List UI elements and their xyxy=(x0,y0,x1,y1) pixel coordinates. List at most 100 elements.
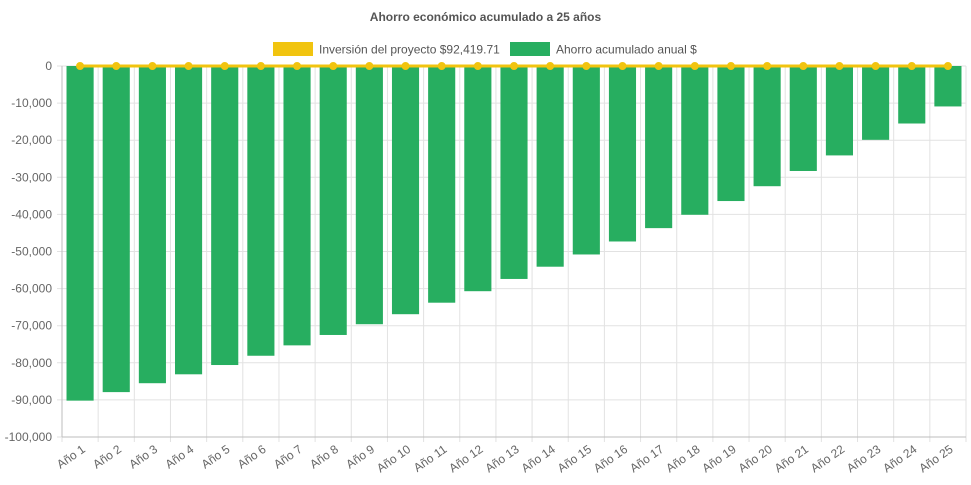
investment-point[interactable] xyxy=(256,62,265,70)
savings-bars xyxy=(66,66,962,401)
investment-point[interactable] xyxy=(835,62,844,70)
legend-item-investment[interactable]: Inversión del proyecto $92,419.71 xyxy=(273,42,500,57)
x-tick-label: Año 22 xyxy=(808,442,847,475)
savings-bar[interactable] xyxy=(608,66,637,242)
x-tick-label: Año 6 xyxy=(235,442,269,472)
investment-point[interactable] xyxy=(907,62,916,70)
savings-bar[interactable] xyxy=(898,66,926,124)
savings-bar[interactable] xyxy=(681,66,709,215)
y-tick-label: -10,000 xyxy=(11,96,52,110)
legend-swatch-investment xyxy=(273,42,313,56)
savings-bar[interactable] xyxy=(102,66,130,393)
legend[interactable]: Inversión del proyecto $92,419.71 Ahorro… xyxy=(273,42,697,57)
savings-bar[interactable] xyxy=(175,66,203,375)
y-tick-label: -70,000 xyxy=(11,319,52,333)
savings-bar[interactable] xyxy=(355,66,383,325)
savings-bar[interactable] xyxy=(500,66,528,279)
y-tick-label: -90,000 xyxy=(11,393,52,407)
investment-point[interactable] xyxy=(112,62,121,70)
legend-item-savings[interactable]: Ahorro acumulado anual $ xyxy=(510,42,697,57)
x-tick-label: Año 19 xyxy=(699,442,738,475)
savings-bar[interactable] xyxy=(283,66,311,346)
x-tick-label: Año 5 xyxy=(199,442,233,472)
y-tick-label: -20,000 xyxy=(11,133,52,147)
x-tick-label: Año 1 xyxy=(54,442,88,472)
investment-point[interactable] xyxy=(220,62,229,70)
legend-swatch-savings xyxy=(510,42,550,56)
savings-bar[interactable] xyxy=(391,66,420,315)
chart-title: Ahorro económico acumulado a 25 años xyxy=(370,10,602,24)
x-tick-label: Año 12 xyxy=(446,442,485,475)
investment-point[interactable] xyxy=(148,62,157,70)
x-tick-label: Año 7 xyxy=(271,442,305,472)
savings-bar[interactable] xyxy=(319,66,347,335)
investment-point[interactable] xyxy=(401,62,410,70)
x-tick-label: Año 23 xyxy=(844,442,883,475)
legend-label-investment: Inversión del proyecto $92,419.71 xyxy=(319,43,500,57)
investment-point[interactable] xyxy=(763,62,772,70)
savings-bar[interactable] xyxy=(428,66,456,303)
savings-bar[interactable] xyxy=(753,66,781,187)
savings-bar[interactable] xyxy=(825,66,853,156)
y-tick-label: -30,000 xyxy=(11,170,52,184)
x-tick-label: Año 10 xyxy=(374,442,413,475)
x-tick-label: Año 8 xyxy=(307,442,341,472)
savings-bar[interactable] xyxy=(717,66,745,202)
investment-point[interactable] xyxy=(799,62,808,70)
x-tick-label: Año 3 xyxy=(126,442,160,472)
x-axis: Año 1 Año 2 Año 3 Año 4 Año 5 Año 6 Año 7 Año 8… xyxy=(54,436,966,475)
x-tick-label: Año 2 xyxy=(90,442,124,472)
x-tick-label: Año 14 xyxy=(519,442,558,475)
savings-bar[interactable] xyxy=(247,66,275,356)
legend-label-savings: Ahorro acumulado anual $ xyxy=(556,43,697,57)
y-tick-label: -100,000 xyxy=(5,430,53,444)
investment-point[interactable] xyxy=(329,62,338,70)
investment-point[interactable] xyxy=(871,62,880,70)
savings-bar[interactable] xyxy=(934,66,962,107)
investment-point[interactable] xyxy=(546,62,555,70)
investment-point[interactable] xyxy=(510,62,518,70)
investment-point[interactable] xyxy=(582,62,591,70)
savings-bar[interactable] xyxy=(138,66,166,384)
x-tick-label: Año 9 xyxy=(343,442,377,472)
y-tick-label: 0 xyxy=(45,59,52,73)
y-tick-label: -40,000 xyxy=(11,207,52,221)
savings-bar[interactable] xyxy=(862,66,890,140)
x-tick-label: Año 13 xyxy=(483,442,522,475)
investment-point[interactable] xyxy=(184,62,193,70)
investment-line xyxy=(76,62,952,70)
savings-bar[interactable] xyxy=(66,66,94,401)
x-tick-label: Año 4 xyxy=(163,442,197,472)
x-tick-label: Año 25 xyxy=(916,442,955,475)
investment-point[interactable] xyxy=(654,62,663,70)
y-axis: 0 -10,000 -20,000 -30,000 -40,000 -50,000 -60,… xyxy=(5,59,63,444)
y-tick-label: -60,000 xyxy=(11,282,52,296)
savings-bar[interactable] xyxy=(789,66,817,171)
x-tick-label: Año 20 xyxy=(736,442,775,475)
investment-point[interactable] xyxy=(293,62,302,70)
investment-point[interactable] xyxy=(690,62,699,70)
investment-point[interactable] xyxy=(473,62,482,70)
x-tick-label: Año 21 xyxy=(772,442,811,475)
investment-point[interactable] xyxy=(943,62,952,70)
y-tick-label: -50,000 xyxy=(11,245,52,259)
investment-point[interactable] xyxy=(726,62,735,70)
x-tick-label: Año 18 xyxy=(663,442,702,475)
savings-bar[interactable] xyxy=(464,66,492,292)
x-tick-label: Año 16 xyxy=(591,442,630,475)
x-tick-label: Año 24 xyxy=(880,442,919,475)
investment-point[interactable] xyxy=(437,62,446,70)
x-tick-label: Año 17 xyxy=(627,442,666,475)
investment-point[interactable] xyxy=(76,62,85,70)
savings-bar[interactable] xyxy=(536,66,564,267)
investment-point[interactable] xyxy=(618,62,627,70)
investment-point[interactable] xyxy=(365,62,374,70)
x-tick-label: Año 15 xyxy=(555,442,594,475)
savings-bar[interactable] xyxy=(572,66,600,255)
y-tick-label: -80,000 xyxy=(11,356,52,370)
x-tick-label: Año 11 xyxy=(411,442,450,475)
savings-bar[interactable] xyxy=(645,66,673,229)
savings-bar[interactable] xyxy=(211,66,239,366)
